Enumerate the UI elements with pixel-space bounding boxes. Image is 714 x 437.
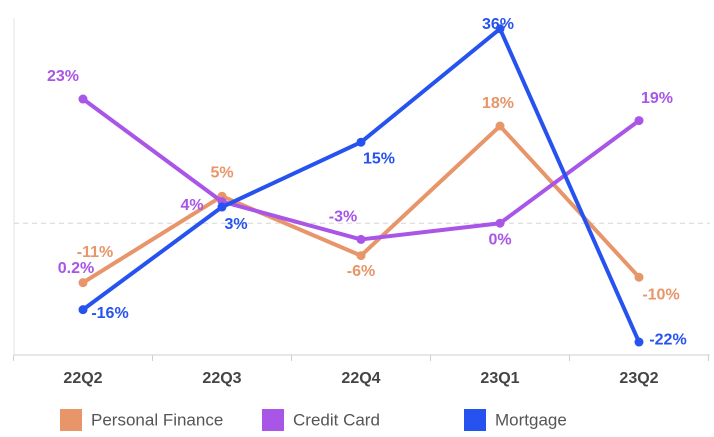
data-label: 4% xyxy=(180,197,203,214)
point xyxy=(217,202,227,212)
data-label: -10% xyxy=(642,286,679,303)
x-tick-label: 22Q4 xyxy=(341,370,380,387)
x-tick-label: 23Q1 xyxy=(480,370,519,387)
point xyxy=(634,272,644,282)
legend-swatch xyxy=(464,409,486,431)
point xyxy=(78,278,88,288)
data-label: 0% xyxy=(488,231,511,248)
legend-label: Credit Card xyxy=(293,410,380,429)
point xyxy=(356,137,366,147)
legend-label: Mortgage xyxy=(495,410,567,429)
data-label: 3% xyxy=(224,216,247,233)
point xyxy=(78,305,88,315)
data-label: -22% xyxy=(649,331,686,348)
data-label: 36% xyxy=(482,16,514,33)
point xyxy=(634,116,644,126)
legend-swatch xyxy=(262,409,284,431)
data-label: 15% xyxy=(363,150,395,167)
annotation: 0.2% xyxy=(58,260,94,277)
x-tick-label: 22Q3 xyxy=(202,370,241,387)
x-tick-label: 23Q2 xyxy=(619,370,658,387)
x-tick-label: 22Q2 xyxy=(63,370,102,387)
legend-label: Personal Finance xyxy=(91,410,223,429)
point xyxy=(356,234,366,244)
point xyxy=(495,121,505,131)
point xyxy=(78,94,88,104)
legend-swatch xyxy=(60,409,82,431)
point xyxy=(495,218,505,228)
line xyxy=(81,97,641,242)
data-label: -16% xyxy=(91,305,128,322)
data-label: 23% xyxy=(47,68,79,85)
data-label: -3% xyxy=(329,209,357,226)
data-label: -6% xyxy=(347,263,375,280)
data-label: 5% xyxy=(210,164,233,181)
data-label: -11% xyxy=(77,244,113,261)
data-label: 19% xyxy=(641,90,673,107)
point xyxy=(634,337,644,347)
point xyxy=(356,251,366,261)
data-label: 18% xyxy=(482,95,514,112)
point xyxy=(495,24,505,34)
